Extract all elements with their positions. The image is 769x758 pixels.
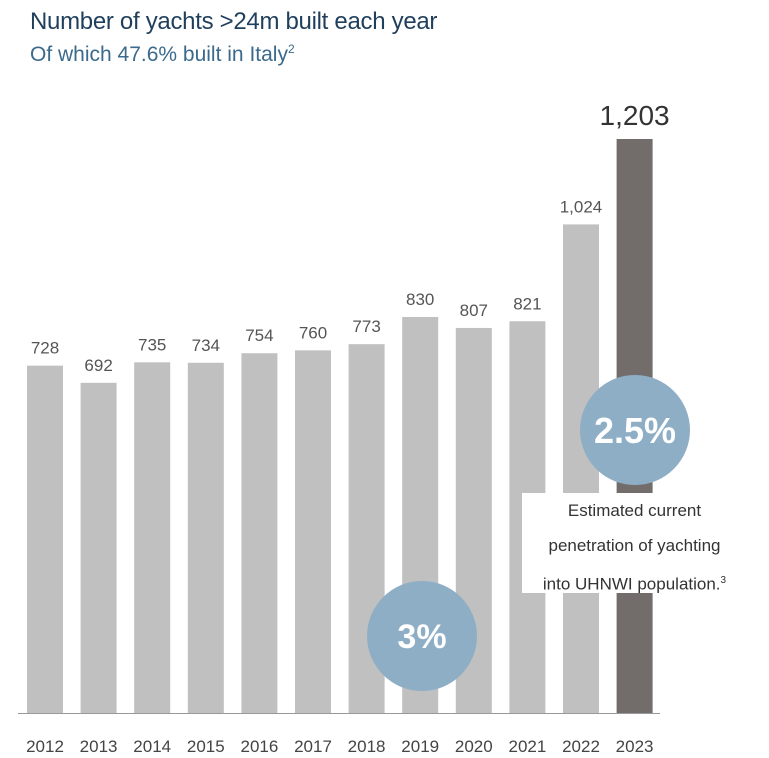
x-tick-label-2015: 2015 — [187, 737, 225, 756]
x-tick-label-2019: 2019 — [401, 737, 439, 756]
x-tick-label-2014: 2014 — [133, 737, 171, 756]
bar-2016 — [241, 353, 278, 713]
value-label-2017: 760 — [299, 323, 327, 342]
callout-large-circle — [580, 375, 690, 485]
bar-2014 — [134, 362, 171, 713]
bars-group — [27, 139, 653, 713]
value-label-2013: 692 — [84, 356, 112, 375]
note-line-2: penetration of yachting — [548, 536, 721, 555]
value-label-2019: 830 — [406, 290, 434, 309]
note-line-1: Estimated current — [567, 501, 702, 520]
x-tick-label-2017: 2017 — [294, 737, 332, 756]
callout-small: 3% — [367, 581, 477, 691]
x-tick-label-2013: 2013 — [80, 737, 118, 756]
value-labels-group: 728 692 735 734 754 760 773 830 807 821 1,024 1,203 — [31, 100, 670, 375]
x-tick-label-2020: 2020 — [455, 737, 493, 756]
bar-2015 — [187, 362, 224, 713]
x-tick-label-2012: 2012 — [26, 737, 64, 756]
x-tick-labels-group: 2012 2013 2014 2015 2016 2017 2018 2019 2020 2021… — [26, 737, 653, 756]
x-tick-label-2021: 2021 — [508, 737, 546, 756]
value-label-2014: 735 — [138, 335, 166, 354]
subtitle-footnote: 2 — [287, 42, 295, 56]
x-tick-label-2018: 2018 — [348, 737, 386, 756]
callout-small-circle — [367, 581, 477, 691]
callout-large-text: 2.5% — [594, 410, 676, 451]
bar-2012 — [27, 365, 63, 713]
value-label-2015: 734 — [192, 336, 220, 355]
value-label-2016: 754 — [245, 326, 273, 345]
penetration-note: Estimated current penetration of yachtin… — [522, 493, 747, 594]
x-tick-label-2022: 2022 — [562, 737, 600, 756]
value-label-2018: 773 — [352, 317, 380, 336]
value-label-2023: 1,203 — [600, 100, 670, 131]
value-label-2021: 821 — [513, 294, 541, 313]
value-label-2012: 728 — [31, 339, 59, 358]
callout-large: 2.5% — [580, 375, 690, 485]
chart-title: Number of yachts >24m built each year — [30, 8, 438, 35]
value-label-2020: 807 — [460, 301, 488, 320]
bar-2013 — [80, 382, 117, 713]
note-footnote: 3 — [720, 575, 727, 586]
note-line-3-text: into UHNWI population. — [542, 574, 721, 594]
note-line-3: into UHNWI population.3 — [522, 563, 747, 602]
x-tick-label-2016: 2016 — [240, 737, 278, 756]
value-label-2022: 1,024 — [560, 197, 603, 216]
bar-2017 — [295, 350, 331, 713]
callout-small-text: 3% — [397, 618, 446, 656]
subtitle-text: Of which 47.6% built in Italy — [30, 43, 288, 66]
bar-2022 — [563, 224, 599, 713]
chart-subtitle: Of which 47.6% built in Italy2 — [30, 42, 295, 67]
x-tick-label-2023: 2023 — [616, 737, 654, 756]
